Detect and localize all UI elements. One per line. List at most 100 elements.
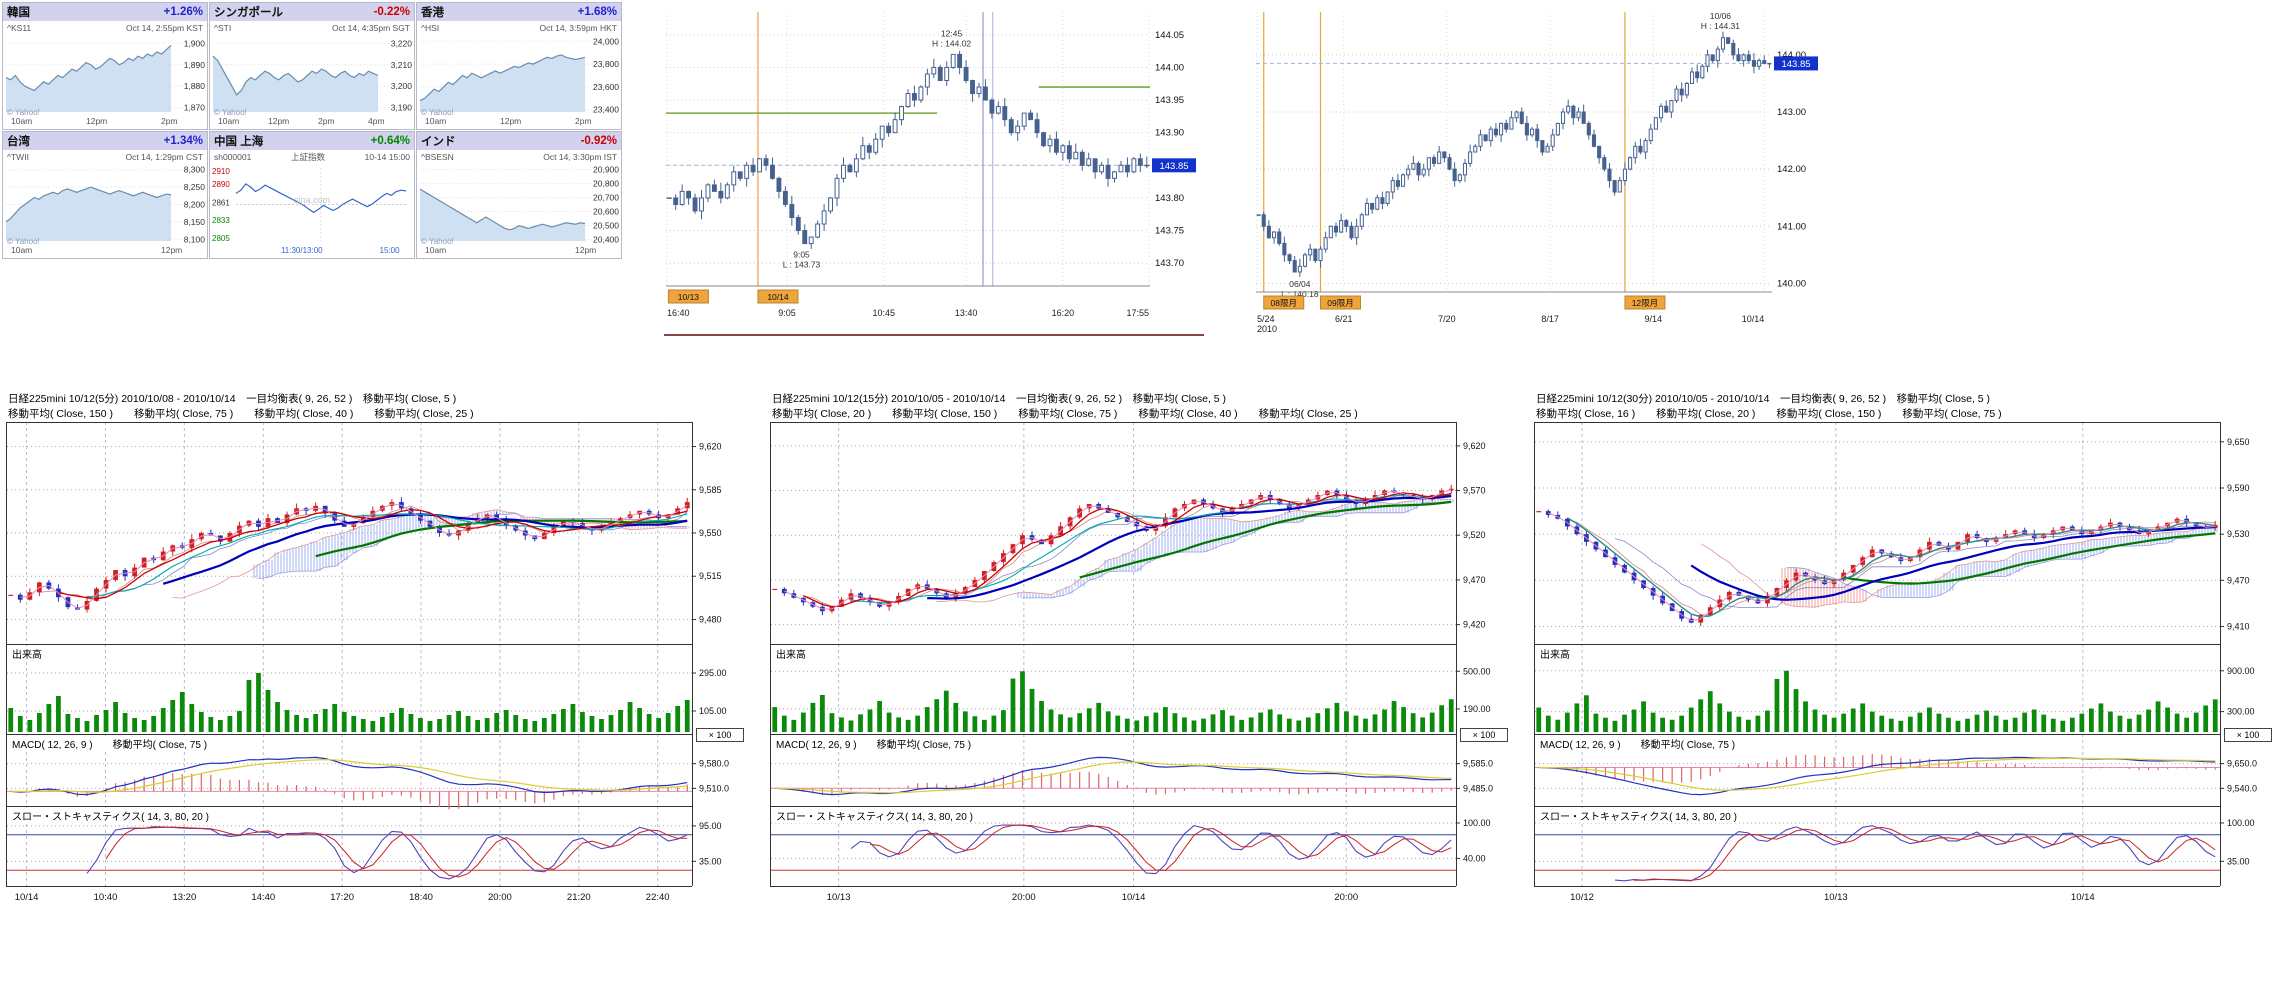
svg-text:6/21: 6/21 (1335, 314, 1353, 324)
svg-text:2pm: 2pm (318, 116, 335, 126)
fx-intraday-chart[interactable]: 144.05 144.00 143.95 143.90 143.85 143.80 143.… (664, 2, 1204, 342)
svg-text:143.90: 143.90 (1155, 128, 1184, 139)
svg-text:10/13: 10/13 (678, 292, 700, 302)
svg-text:12限月: 12限月 (1632, 298, 1658, 308)
svg-text:9,485.0: 9,485.0 (1463, 783, 1493, 793)
fx-daily-chart[interactable]: 144.00 143.00 142.00 141.00 140.00 10/06 H : 1… (1254, 2, 1832, 354)
mini-chart-subheader: ^KS11 Oct 14, 2:55pm KST (3, 21, 207, 34)
shanghai-chart-canvas[interactable]: 2910 2890 2861 2833 2805 11:30/13:00 15:00 (210, 163, 414, 258)
singapore-chart-canvas[interactable]: 3,220 3,210 3,200 3,190 10am 12pm 2pm 4pm (210, 34, 414, 129)
svg-text:8,200: 8,200 (184, 200, 206, 210)
mini-chart-header: 台湾 +1.34% (3, 132, 207, 150)
svg-text:5/24: 5/24 (1257, 314, 1275, 324)
fx-daily-canvas[interactable]: 144.00 143.00 142.00 141.00 140.00 10/06H : 1… (1254, 2, 1832, 354)
svg-text:12pm: 12pm (86, 116, 107, 126)
taiwan-chart-canvas[interactable]: 8,300 8,250 8,200 8,150 8,100 10am 12pm (3, 163, 207, 258)
mini-chart-korea[interactable]: 韓国 +1.26% ^KS11 Oct 14, 2:55pm KST 1,900… (2, 2, 208, 130)
svg-text:9,470: 9,470 (2227, 575, 2250, 585)
nikkei-30min-canvas[interactable]: 9,650 9,590 9,530 9,470 9,410 900.00 300.00 9,6… (1534, 422, 2276, 906)
fx-intraday-canvas[interactable]: 144.05 144.00 143.95 143.90 143.85 143.80 143.… (664, 2, 1204, 342)
mini-chart-subheader: ^TWII Oct 14, 1:29pm CST (3, 150, 207, 163)
svg-text:2861: 2861 (212, 198, 230, 207)
mini-chart-hongkong[interactable]: 香港 +1.68% ^HSI Oct 14, 3:59pm HKT 24,000… (416, 2, 622, 130)
svg-text:1,890: 1,890 (184, 60, 206, 70)
svg-text:9,550: 9,550 (699, 528, 722, 538)
svg-text:9,470: 9,470 (1463, 575, 1486, 585)
svg-text:300.00: 300.00 (2227, 707, 2255, 717)
svg-text:18:40: 18:40 (409, 892, 433, 903)
mini-chart-india[interactable]: インド -0.92% ^BSESN Oct 14, 3:30pm IST 20,… (416, 131, 622, 259)
svg-text:9,410: 9,410 (2227, 621, 2250, 631)
nikkei-15min-canvas[interactable]: 9,620 9,570 9,520 9,470 9,420 500.00 190.00 9,5… (770, 422, 1512, 906)
svg-text:8/17: 8/17 (1541, 314, 1559, 324)
market-timestamp: Oct 14, 3:59pm HKT (539, 22, 617, 33)
chart-title: 日経225mini 10/12(15分) 2010/10/05 - 2010/1… (772, 392, 1456, 422)
svg-text:H : 144.02: H : 144.02 (932, 38, 971, 48)
svg-text:143.80: 143.80 (1155, 193, 1184, 204)
svg-text:06/04: 06/04 (1289, 279, 1311, 289)
svg-text:10am: 10am (425, 116, 446, 126)
svg-text:10/14: 10/14 (2071, 892, 2095, 903)
svg-text:143.75: 143.75 (1155, 226, 1184, 237)
nikkei-panel-30min[interactable]: 日経225mini 10/12(30分) 2010/10/05 - 2010/1… (1534, 392, 2276, 906)
svg-text:9,515: 9,515 (699, 571, 722, 581)
svg-text:2833: 2833 (212, 216, 230, 225)
svg-text:9,420: 9,420 (1463, 620, 1486, 630)
mini-chart-header: シンガポール -0.22% (210, 3, 414, 21)
mini-chart-header: 韓国 +1.26% (3, 3, 207, 21)
svg-text:23,400: 23,400 (593, 105, 619, 115)
svg-text:L : 140.18: L : 140.18 (1281, 289, 1319, 299)
market-change-badge: +1.68% (577, 6, 617, 18)
svg-text:9/14: 9/14 (1645, 314, 1663, 324)
svg-text:23,600: 23,600 (593, 82, 619, 92)
svg-text:2010: 2010 (1257, 324, 1277, 334)
svg-text:140.00: 140.00 (1777, 278, 1806, 289)
chart-title: 日経225mini 10/12(5分) 2010/10/08 - 2010/10… (8, 392, 692, 422)
mini-chart-taiwan[interactable]: 台湾 +1.34% ^TWII Oct 14, 1:29pm CST 8,300… (2, 131, 208, 259)
market-name: 中国 上海 (214, 136, 264, 148)
chart-title: 日経225mini 10/12(30分) 2010/10/05 - 2010/1… (1536, 392, 2220, 422)
svg-text:H : 144.31: H : 144.31 (1701, 21, 1740, 31)
svg-text:9,510.0: 9,510.0 (699, 783, 729, 793)
svg-text:8,250: 8,250 (184, 182, 206, 192)
svg-text:L : 143.73: L : 143.73 (783, 260, 821, 270)
nikkei-panel-5min[interactable]: 日経225mini 10/12(5分) 2010/10/08 - 2010/10… (6, 392, 748, 906)
svg-text:16:40: 16:40 (667, 308, 690, 318)
svg-text:40.00: 40.00 (1463, 853, 1486, 863)
nikkei-panel-15min[interactable]: 日経225mini 10/12(15分) 2010/10/05 - 2010/1… (770, 392, 1512, 906)
market-name: 台湾 (7, 136, 30, 148)
svg-text:10/14: 10/14 (767, 292, 789, 302)
svg-text:10am: 10am (11, 116, 32, 126)
mini-chart-singapore[interactable]: シンガポール -0.22% ^STI Oct 14, 4:35pm SGT 3,… (209, 2, 415, 130)
hongkong-chart-canvas[interactable]: 24,000 23,800 23,600 23,400 10am 12pm 2pm (417, 34, 621, 129)
svg-text:3,200: 3,200 (391, 81, 413, 91)
mini-chart-subheader: ^BSESN Oct 14, 3:30pm IST (417, 150, 621, 163)
market-timestamp: Oct 14, 4:35pm SGT (332, 22, 410, 33)
market-timestamp: Oct 14, 2:55pm KST (125, 22, 203, 33)
svg-text:2pm: 2pm (161, 116, 178, 126)
mini-chart-plot: 3,220 3,210 3,200 3,190 10am 12pm 2pm 4pm © Yah… (210, 34, 414, 129)
svg-text:35.00: 35.00 (699, 856, 722, 866)
mini-chart-shanghai[interactable]: 中国 上海 +0.64% sh000001 上証指数 10-14 15:00 2… (209, 131, 415, 259)
svg-text:1,900: 1,900 (184, 38, 206, 48)
nikkei-5min-canvas[interactable]: 9,620 9,585 9,550 9,515 9,480 295.00 105.00 9,5… (6, 422, 748, 906)
svg-text:20,400: 20,400 (593, 235, 619, 245)
mini-chart-plot: 1,900 1,890 1,880 1,870 10am 12pm 2pm © Yahoo! (3, 34, 207, 129)
svg-text:9,530: 9,530 (2227, 529, 2250, 539)
svg-text:10/13: 10/13 (827, 892, 851, 903)
svg-text:12pm: 12pm (500, 116, 521, 126)
svg-text:23,800: 23,800 (593, 59, 619, 69)
svg-text:1,880: 1,880 (184, 81, 206, 91)
market-symbol: sh000001 (214, 151, 252, 162)
svg-text:143.85: 143.85 (1781, 59, 1810, 70)
svg-text:21:20: 21:20 (567, 892, 591, 903)
svg-text:4pm: 4pm (368, 116, 385, 126)
svg-text:11:30/13:00: 11:30/13:00 (281, 246, 323, 255)
chart-title-line2: 移動平均( Close, 150 ) 移動平均( Close, 75 ) 移動平… (8, 408, 474, 420)
india-chart-canvas[interactable]: 20,900 20,800 20,700 20,600 20,500 20,400 10am… (417, 163, 621, 258)
chart-title-line1: 日経225mini 10/12(30分) 2010/10/05 - 2010/1… (1536, 393, 1991, 405)
svg-text:143.00: 143.00 (1777, 107, 1806, 118)
chart-title-line1: 日経225mini 10/12(5分) 2010/10/08 - 2010/10… (8, 393, 457, 405)
korea-chart-canvas[interactable]: 1,900 1,890 1,880 1,870 10am 12pm 2pm (3, 34, 207, 129)
svg-text:100.00: 100.00 (1463, 818, 1491, 828)
